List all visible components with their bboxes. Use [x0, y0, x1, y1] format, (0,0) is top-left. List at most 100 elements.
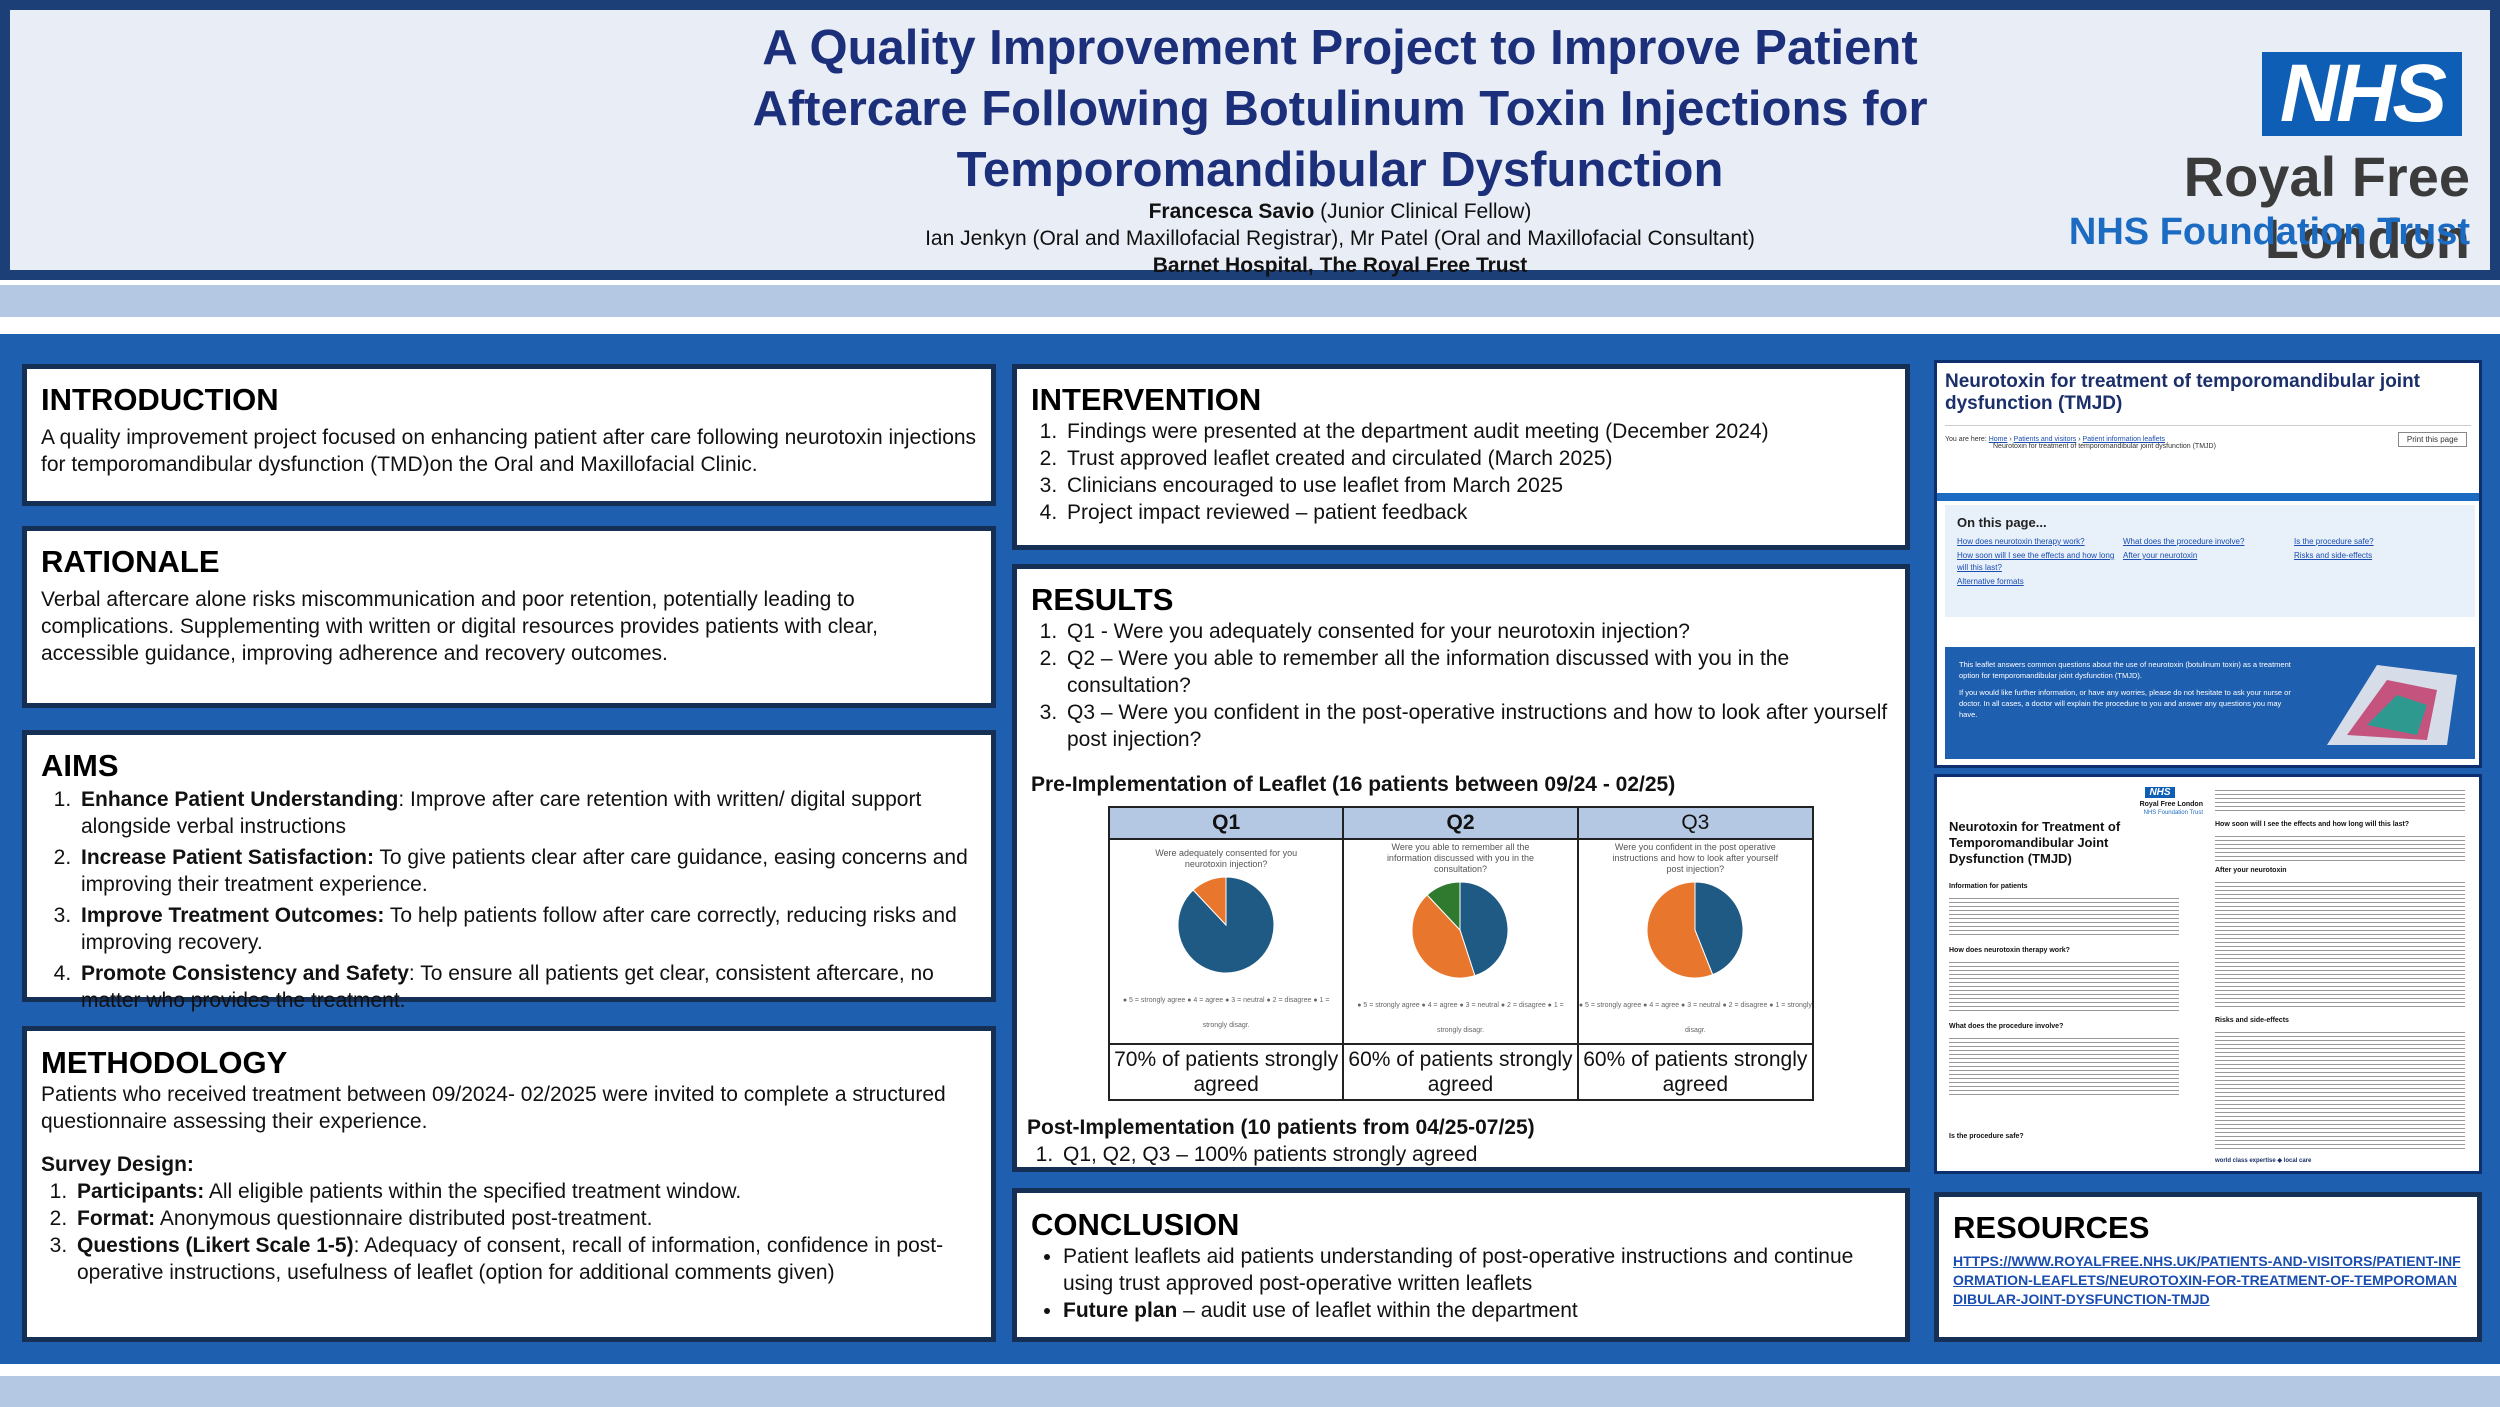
introduction-panel: INTRODUCTION A quality improvement proje…: [22, 364, 996, 506]
methodology-item-bold: Format:: [77, 1207, 156, 1230]
author-block: Francesca Savio (Junior Clinical Fellow)…: [700, 198, 1980, 279]
leaflet-text-lines: [2215, 833, 2465, 861]
conclusion-item: Patient leaflets aid patients understand…: [1063, 1243, 1891, 1297]
leaflet-title: Neurotoxin for Treatment of Temporomandi…: [1949, 819, 2121, 866]
resources-link[interactable]: HTTPS://WWW.ROYALFREE.NHS.UK/PATIENTS-AN…: [1953, 1253, 2461, 1307]
pie-chart-title: Were adequately consented for you neurot…: [1155, 847, 1298, 869]
intervention-item: Findings were presented at the departmen…: [1063, 418, 1891, 445]
pie-chart-q2: [1411, 881, 1509, 979]
leaflet-text-lines: [2215, 1029, 2465, 1149]
rationale-panel: RATIONALE Verbal aftercare alone risks m…: [22, 526, 996, 708]
results-table-charts: Were adequately consented for you neurot…: [1107, 838, 1815, 1045]
post-implementation-item: Q1, Q2, Q3 – 100% patients strongly agre…: [1059, 1141, 1897, 1168]
leaflet-text-lines: [2215, 879, 2465, 1009]
page-link[interactable]: Risks and side-effects: [2294, 551, 2373, 560]
trust-logo-subtitle: NHS Foundation Trust: [2068, 211, 2470, 253]
page-link[interactable]: Is the procedure safe?: [2294, 537, 2374, 546]
aims-item: Improve Treatment Outcomes: To help pati…: [77, 902, 977, 956]
webpage-banner: This leaflet answers common questions ab…: [1945, 647, 2475, 759]
pie-slice-5-strongly-agree: [1459, 881, 1509, 977]
table-header-q3: Q3: [1576, 806, 1815, 840]
intervention-item: Project impact reviewed – patient feedba…: [1063, 499, 1891, 526]
nhs-logo: NHS: [2262, 52, 2462, 136]
leaflet-section-heading: Risks and side-effects: [2215, 1017, 2289, 1024]
aims-item-bold: Enhance Patient Understanding: [81, 788, 399, 811]
results-heading: RESULTS: [1031, 582, 1174, 617]
aims-item: Enhance Patient Understanding: Improve a…: [77, 786, 977, 840]
methodology-text: Patients who received treatment between …: [41, 1083, 946, 1133]
results-questions: Q1 - Were you adequately consented for y…: [1031, 618, 1891, 753]
aims-item-bold: Increase Patient Satisfaction:: [81, 846, 374, 869]
page-link[interactable]: What does the procedure involve?: [2123, 537, 2245, 546]
page-link[interactable]: Alternative formats: [1957, 577, 2024, 586]
aims-heading: AIMS: [41, 748, 119, 783]
print-page-button[interactable]: Print this page: [2397, 432, 2467, 447]
pie-chart-title: Were you confident in the post operative…: [1612, 842, 1779, 874]
results-question: Q1 - Were you adequately consented for y…: [1063, 618, 1891, 645]
leaflet-footer: world class expertise ◆ local care: [2215, 1158, 2312, 1164]
leaflet-trust-subtitle: NHS Foundation Trust: [2143, 810, 2203, 816]
conclusion-list: Patient leaflets aid patients understand…: [1031, 1243, 1891, 1324]
pie-chart-cell-q2: Were you able to remember all the inform…: [1342, 838, 1579, 1045]
breadcrumb-leaflets[interactable]: Patient information leaflets: [2082, 436, 2166, 443]
banner-text: This leaflet answers common questions ab…: [1959, 660, 2291, 680]
aims-item: Increase Patient Satisfaction: To give p…: [77, 844, 977, 898]
leaflet-text-lines: [2215, 787, 2465, 813]
pie-legend: ● 5 = strongly agree ● 4 = agree ● 3 = n…: [1578, 1002, 1812, 1034]
methodology-item: Questions (Likert Scale 1-5): Adequacy o…: [73, 1232, 977, 1286]
rationale-text: Verbal aftercare alone risks miscommunic…: [41, 588, 878, 665]
methodology-item-text: : Adequacy of consent, recall of informa…: [77, 1234, 944, 1284]
conclusion-item-bold: Future plan: [1063, 1299, 1178, 1322]
methodology-item: Participants: All eligible patients with…: [73, 1178, 977, 1205]
conclusion-heading: CONCLUSION: [1031, 1207, 1240, 1242]
banner-text-secondary: If you would like further information, o…: [1959, 688, 2291, 719]
results-table: Q1 Q2 Q3 Were adequately consented for y…: [1107, 806, 1815, 1101]
intervention-panel: INTERVENTION Findings were presented at …: [1012, 364, 1910, 550]
page-link[interactable]: After your neurotoxin: [2123, 551, 2198, 560]
co-authors: Ian Jenkyn (Oral and Maxillofacial Regis…: [925, 227, 1755, 250]
on-this-page-links: How does neurotoxin therapy work? What d…: [1957, 536, 2463, 588]
aims-item: Promote Consistency and Safety: To ensur…: [77, 960, 977, 1014]
methodology-panel: METHODOLOGY Patients who received treatm…: [22, 1026, 996, 1342]
aims-item-text: To help patients follow after care corre…: [81, 904, 957, 954]
poster-header: A Quality Improvement Project to Improve…: [0, 0, 2500, 280]
pie-slice-4-agree: [1411, 894, 1476, 979]
breadcrumb-home[interactable]: Home: [1988, 436, 2008, 443]
resources-heading: RESOURCES: [1953, 1210, 2150, 1245]
results-question: Q3 – Were you confident in the post-oper…: [1063, 699, 1891, 753]
intervention-item: Clinicians encouraged to use leaflet fro…: [1063, 472, 1891, 499]
aims-item-text: : To ensure all patients get clear, cons…: [81, 962, 934, 1012]
webpage-breadcrumb: You are here: Home › Patients and visito…: [1945, 425, 2471, 450]
conclusion-panel: CONCLUSION Patient leaflets aid patients…: [1012, 1188, 1910, 1342]
results-question: Q2 – Were you able to remember all the i…: [1063, 645, 1891, 699]
poster-title: A Quality Improvement Project to Improve…: [752, 21, 1928, 197]
institution: Barnet Hospital, The Royal Free Trust: [1152, 254, 1528, 277]
webpage-title: Neurotoxin for treatment of temporomandi…: [1945, 371, 2421, 414]
resources-panel: RESOURCES HTTPS://WWW.ROYALFREE.NHS.UK/P…: [1934, 1192, 2482, 1342]
methodology-item-bold: Questions (Likert Scale 1-5): [77, 1234, 354, 1257]
introduction-heading: INTRODUCTION: [41, 382, 279, 417]
leaflet-text-lines: [1949, 895, 2179, 935]
banner-illustration-image: [2327, 665, 2457, 745]
result-summary-q2: 60% of patients strongly agreed: [1342, 1043, 1579, 1101]
methodology-item-bold: Participants:: [77, 1180, 205, 1203]
pie-slice-4-agree: [1192, 875, 1227, 926]
aims-item-text: : Improve after care retention with writ…: [81, 788, 922, 838]
intervention-heading: INTERVENTION: [1031, 382, 1262, 417]
leaflet-section-heading: Is the procedure safe?: [1949, 1133, 2024, 1140]
leaflet-text-lines: [1949, 1035, 2179, 1095]
pie-chart-q3: [1646, 881, 1744, 979]
methodology-item: Format: Anonymous questionnaire distribu…: [73, 1205, 977, 1232]
pie-legend: ● 5 = strongly agree ● 4 = agree ● 3 = n…: [1357, 1002, 1564, 1034]
page-link[interactable]: How does neurotoxin therapy work?: [1957, 537, 2085, 546]
conclusion-item-text: – audit use of leaflet within the depart…: [1177, 1299, 1578, 1322]
methodology-heading: METHODOLOGY: [41, 1045, 288, 1080]
breadcrumb-patients[interactable]: Patients and visitors: [2013, 436, 2077, 443]
page-link[interactable]: How soon will I see the effects and how …: [1957, 551, 2115, 572]
leaflet-section-heading: How soon will I see the effects and how …: [2215, 821, 2410, 828]
leaflet-print-screenshot: NHS Royal Free London NHS Foundation Tru…: [1934, 774, 2482, 1174]
intervention-item: Trust approved leaflet created and circu…: [1063, 445, 1891, 472]
result-summary-q3: 60% of patients strongly agreed: [1576, 1043, 1815, 1101]
header-background: A Quality Improvement Project to Improve…: [10, 10, 2490, 277]
methodology-item-text: All eligible patients within the specifi…: [204, 1180, 742, 1203]
